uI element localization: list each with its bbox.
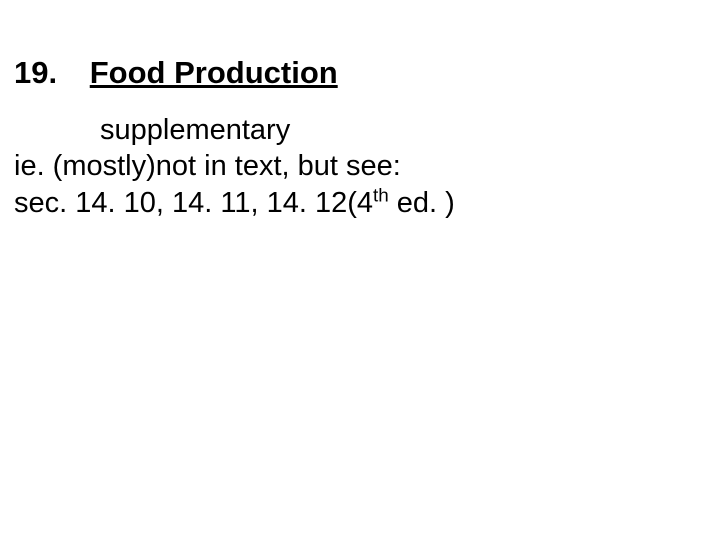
body-line-3-super: th [373,184,389,205]
body-line-3: sec. 14. 10, 14. 11, 14. 12(4th ed. ) [14,185,455,221]
body-line-2: ie. (mostly)not in text, but see: [14,148,455,184]
slide-title: Food Production [90,55,338,90]
slide-body: supplementary ie. (mostly)not in text, b… [14,112,455,221]
body-line-3-prefix: sec. 14. 10, 14. 11, 14. 12(4 [14,187,373,219]
slide: 19. Food Production supplementary ie. (m… [0,0,720,540]
body-line-1: supplementary [14,112,455,148]
slide-number: 19. [14,55,57,90]
body-line-3-suffix: ed. ) [389,187,455,219]
slide-heading: 19. Food Production [14,54,338,91]
